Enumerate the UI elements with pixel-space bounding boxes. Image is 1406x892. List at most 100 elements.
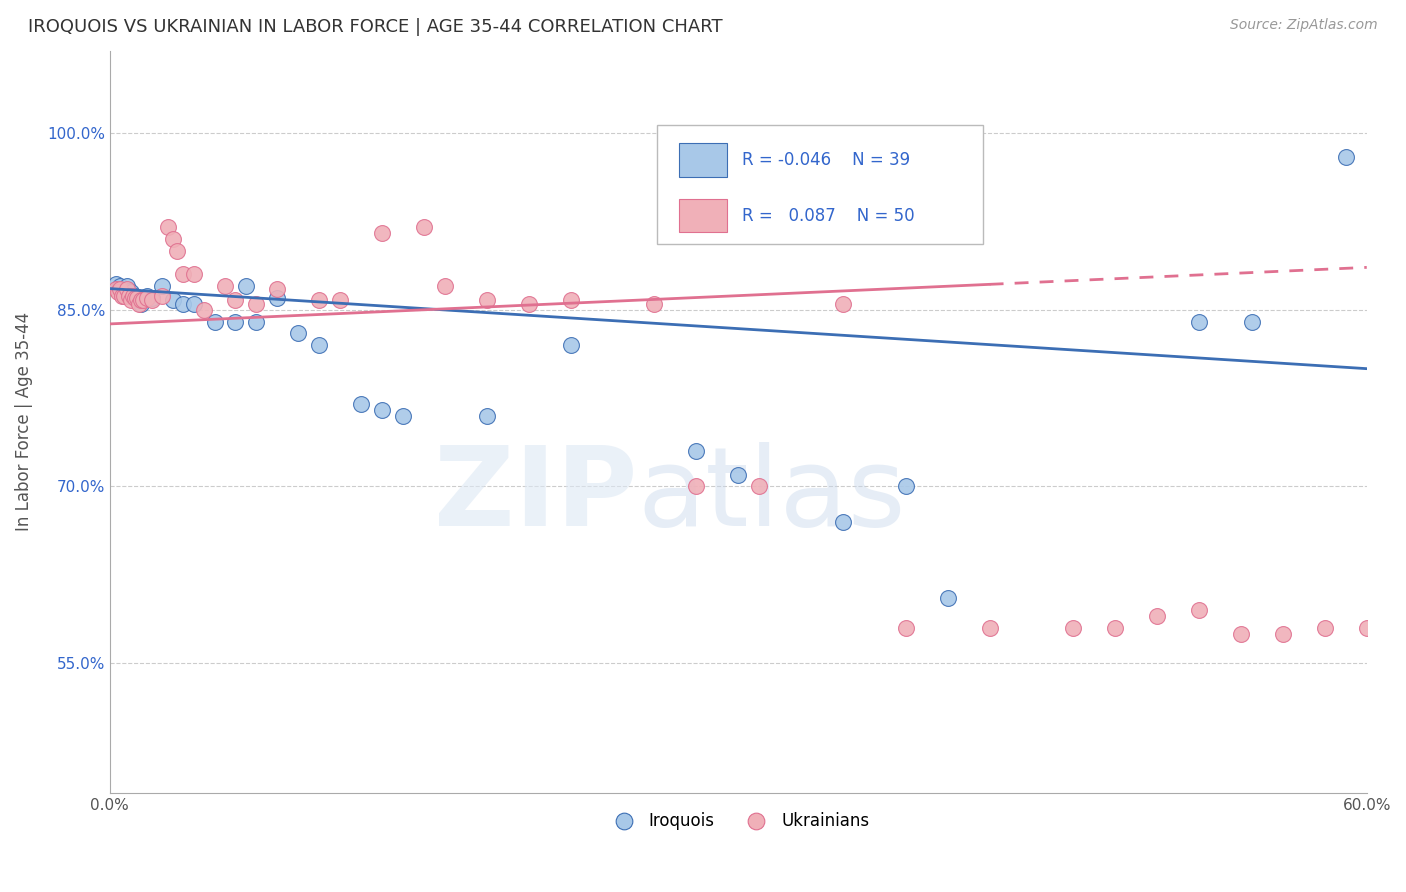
Point xyxy=(371,226,394,240)
Point xyxy=(308,293,330,308)
Point xyxy=(150,288,173,302)
Point xyxy=(1334,150,1357,164)
Point xyxy=(115,282,138,296)
Point xyxy=(936,591,959,606)
Point xyxy=(748,479,770,493)
Point xyxy=(172,297,194,311)
Point xyxy=(1313,621,1336,635)
Text: R = -0.046    N = 39: R = -0.046 N = 39 xyxy=(742,151,910,169)
Point xyxy=(308,338,330,352)
Point xyxy=(110,279,132,293)
Text: R =   0.087    N = 50: R = 0.087 N = 50 xyxy=(742,207,915,225)
Point xyxy=(214,279,236,293)
FancyBboxPatch shape xyxy=(657,125,983,244)
Point xyxy=(141,293,163,308)
Point xyxy=(371,403,394,417)
Point xyxy=(560,338,582,352)
Text: Source: ZipAtlas.com: Source: ZipAtlas.com xyxy=(1230,18,1378,32)
Point xyxy=(172,268,194,282)
Point xyxy=(132,291,155,305)
Point xyxy=(125,293,148,308)
Point xyxy=(129,297,152,311)
Point xyxy=(193,302,215,317)
Point xyxy=(1271,626,1294,640)
Point xyxy=(107,282,129,296)
Point xyxy=(162,293,184,308)
Point xyxy=(117,284,139,298)
Point xyxy=(685,479,707,493)
Text: atlas: atlas xyxy=(638,442,907,549)
FancyBboxPatch shape xyxy=(679,144,727,177)
Point xyxy=(1146,609,1168,624)
Point xyxy=(112,288,135,302)
Point xyxy=(266,291,288,305)
Point xyxy=(129,293,152,308)
Point xyxy=(105,282,128,296)
Point xyxy=(157,220,180,235)
Point xyxy=(560,293,582,308)
Text: ZIP: ZIP xyxy=(434,442,638,549)
Point xyxy=(266,282,288,296)
Point xyxy=(1240,314,1263,328)
Point xyxy=(141,291,163,305)
Point xyxy=(979,621,1001,635)
Point xyxy=(235,279,257,293)
Point xyxy=(121,288,143,302)
Point xyxy=(245,297,267,311)
Point xyxy=(329,293,352,308)
Point xyxy=(894,479,917,493)
Point xyxy=(204,314,226,328)
Point xyxy=(643,297,665,311)
Point xyxy=(1188,603,1211,617)
Point xyxy=(121,288,143,302)
Point xyxy=(224,293,246,308)
Point xyxy=(832,297,855,311)
Point xyxy=(685,444,707,458)
Point xyxy=(433,279,456,293)
Point xyxy=(224,314,246,328)
Point xyxy=(124,288,146,302)
Point xyxy=(475,409,498,423)
Point xyxy=(111,288,134,302)
Point xyxy=(183,268,205,282)
Point xyxy=(125,291,148,305)
Point xyxy=(110,282,132,296)
Point xyxy=(894,621,917,635)
Point xyxy=(1376,632,1399,647)
Point xyxy=(183,297,205,311)
Point xyxy=(727,467,749,482)
Point xyxy=(124,291,146,305)
Point xyxy=(105,277,128,291)
Point xyxy=(832,515,855,529)
Point xyxy=(132,293,155,308)
FancyBboxPatch shape xyxy=(679,199,727,233)
Point xyxy=(287,326,309,341)
Text: IROQUOIS VS UKRAINIAN IN LABOR FORCE | AGE 35-44 CORRELATION CHART: IROQUOIS VS UKRAINIAN IN LABOR FORCE | A… xyxy=(28,18,723,36)
Point xyxy=(107,285,129,299)
Point xyxy=(475,293,498,308)
Y-axis label: In Labor Force | Age 35-44: In Labor Force | Age 35-44 xyxy=(15,312,32,532)
Point xyxy=(1355,621,1378,635)
Point xyxy=(111,285,134,299)
Point xyxy=(162,232,184,246)
Point xyxy=(112,288,135,302)
Point xyxy=(166,244,188,258)
Point xyxy=(1188,314,1211,328)
Point xyxy=(136,291,159,305)
Point xyxy=(392,409,415,423)
Point xyxy=(117,288,139,302)
Point xyxy=(1230,626,1253,640)
Point xyxy=(128,297,150,311)
Point xyxy=(120,293,142,308)
Point xyxy=(245,314,267,328)
Point xyxy=(136,288,159,302)
Point xyxy=(413,220,436,235)
Point xyxy=(517,297,540,311)
Point xyxy=(350,397,373,411)
Point xyxy=(150,279,173,293)
Point xyxy=(120,285,142,299)
Point xyxy=(1104,621,1126,635)
Point xyxy=(1062,621,1084,635)
Legend: Iroquois, Ukrainians: Iroquois, Ukrainians xyxy=(600,805,876,837)
Point xyxy=(115,279,138,293)
